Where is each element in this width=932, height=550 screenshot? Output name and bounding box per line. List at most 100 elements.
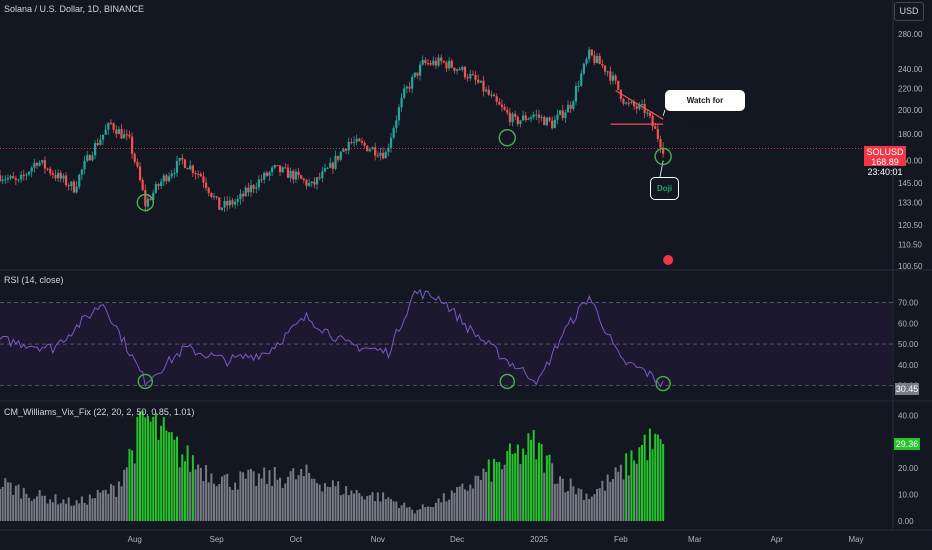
candle-body xyxy=(257,179,261,188)
vix-bar xyxy=(390,499,393,521)
vix-bar xyxy=(395,501,398,521)
candle-body xyxy=(448,60,451,69)
vix-bar xyxy=(244,478,247,521)
candle-body xyxy=(321,171,324,179)
vix-title: CM_Williams_Vix_Fix (22, 20, 2, 50, 0.85… xyxy=(4,407,195,417)
candle-body xyxy=(535,114,538,116)
candle-body xyxy=(326,167,329,169)
candle-body xyxy=(416,72,419,76)
vix-bar xyxy=(635,463,638,521)
candle-body xyxy=(498,101,501,105)
vix-bar xyxy=(379,501,382,521)
vix-bar xyxy=(228,486,231,521)
vix-bar xyxy=(249,468,252,521)
candle-body xyxy=(559,110,562,115)
vix-bar xyxy=(498,462,501,521)
vix-bar xyxy=(646,460,649,521)
resistance-callout: Watch for Resistance xyxy=(665,90,745,126)
vix-bar xyxy=(424,507,427,521)
candle-body xyxy=(434,60,438,66)
vix-bar xyxy=(136,416,139,521)
vix-bar xyxy=(434,502,437,521)
candle-body xyxy=(265,172,268,176)
vix-bar xyxy=(22,487,25,521)
vix-bar xyxy=(405,507,408,521)
vix-bar xyxy=(231,489,234,521)
vix-bar xyxy=(191,455,194,521)
vix-bar xyxy=(59,503,62,521)
candle-body xyxy=(96,143,99,145)
candle-body xyxy=(104,129,107,135)
vix-bar xyxy=(41,495,44,521)
candle-body xyxy=(574,86,578,102)
currency-selector[interactable]: USD xyxy=(894,2,924,21)
candle-body xyxy=(165,175,168,182)
candle-body xyxy=(569,104,572,109)
candle-body xyxy=(503,106,506,110)
candle-body xyxy=(598,56,601,65)
vix-bar xyxy=(133,463,136,521)
vix-bar xyxy=(286,476,289,521)
vix-bar xyxy=(273,467,276,521)
vix-bar xyxy=(556,483,559,521)
vix-bar xyxy=(585,493,588,521)
candle-body xyxy=(292,170,295,180)
vix-bar xyxy=(154,412,157,521)
candle-body xyxy=(94,143,97,156)
candle-body xyxy=(271,167,274,173)
candle-body xyxy=(125,134,128,136)
vix-bar xyxy=(109,484,112,521)
candle-body xyxy=(25,174,28,176)
candle-body xyxy=(366,145,369,152)
candle-body xyxy=(14,178,17,180)
candle-body xyxy=(268,172,271,176)
candle-body xyxy=(490,94,493,96)
candle-body xyxy=(603,65,607,72)
vix-bar xyxy=(30,500,33,521)
vix-bar xyxy=(437,498,440,521)
vix-bar xyxy=(218,483,221,521)
vix-bar xyxy=(144,417,147,521)
vix-bar xyxy=(318,484,321,521)
candle-body xyxy=(315,177,319,185)
price-tick-label: 120.50 xyxy=(898,221,923,230)
vix-bar xyxy=(0,488,1,521)
vix-bar xyxy=(252,471,255,521)
vix-tick-label: 20.00 xyxy=(898,464,919,473)
candle-body xyxy=(329,162,332,168)
vix-tick-label: 40.00 xyxy=(898,411,919,420)
doji-callout-pointer xyxy=(659,160,664,178)
vix-bar xyxy=(416,510,419,521)
candle-body xyxy=(585,59,588,64)
vix-bar xyxy=(176,436,179,521)
vix-bar xyxy=(511,454,514,521)
vix-bar xyxy=(94,498,97,521)
vix-bar xyxy=(310,478,313,521)
candle-body xyxy=(537,114,541,118)
candle-body xyxy=(228,200,231,206)
vix-bar xyxy=(339,495,342,521)
candle-body xyxy=(244,187,247,197)
vix-bar xyxy=(419,509,422,521)
vix-bar xyxy=(429,506,432,521)
last-price-tag: SOLUSD 168.89 23:40:01 xyxy=(864,146,906,177)
candle-body xyxy=(323,168,327,172)
vix-bar xyxy=(54,494,57,521)
candle-body xyxy=(120,129,123,139)
candle-body xyxy=(162,175,165,182)
vix-bar xyxy=(537,442,540,521)
candle-body xyxy=(421,59,424,65)
vix-bar xyxy=(91,498,94,521)
vix-bar xyxy=(601,480,604,521)
candle-body xyxy=(91,155,94,161)
candle-body xyxy=(395,120,398,129)
vix-bar xyxy=(102,490,105,521)
vix-bar xyxy=(577,488,580,521)
candle-body xyxy=(485,89,488,92)
vix-bar xyxy=(205,465,208,521)
candle-body xyxy=(350,141,353,143)
vix-bar xyxy=(33,498,36,521)
candle-body xyxy=(408,86,411,89)
candle-body xyxy=(157,184,160,187)
vix-bar xyxy=(323,482,326,521)
